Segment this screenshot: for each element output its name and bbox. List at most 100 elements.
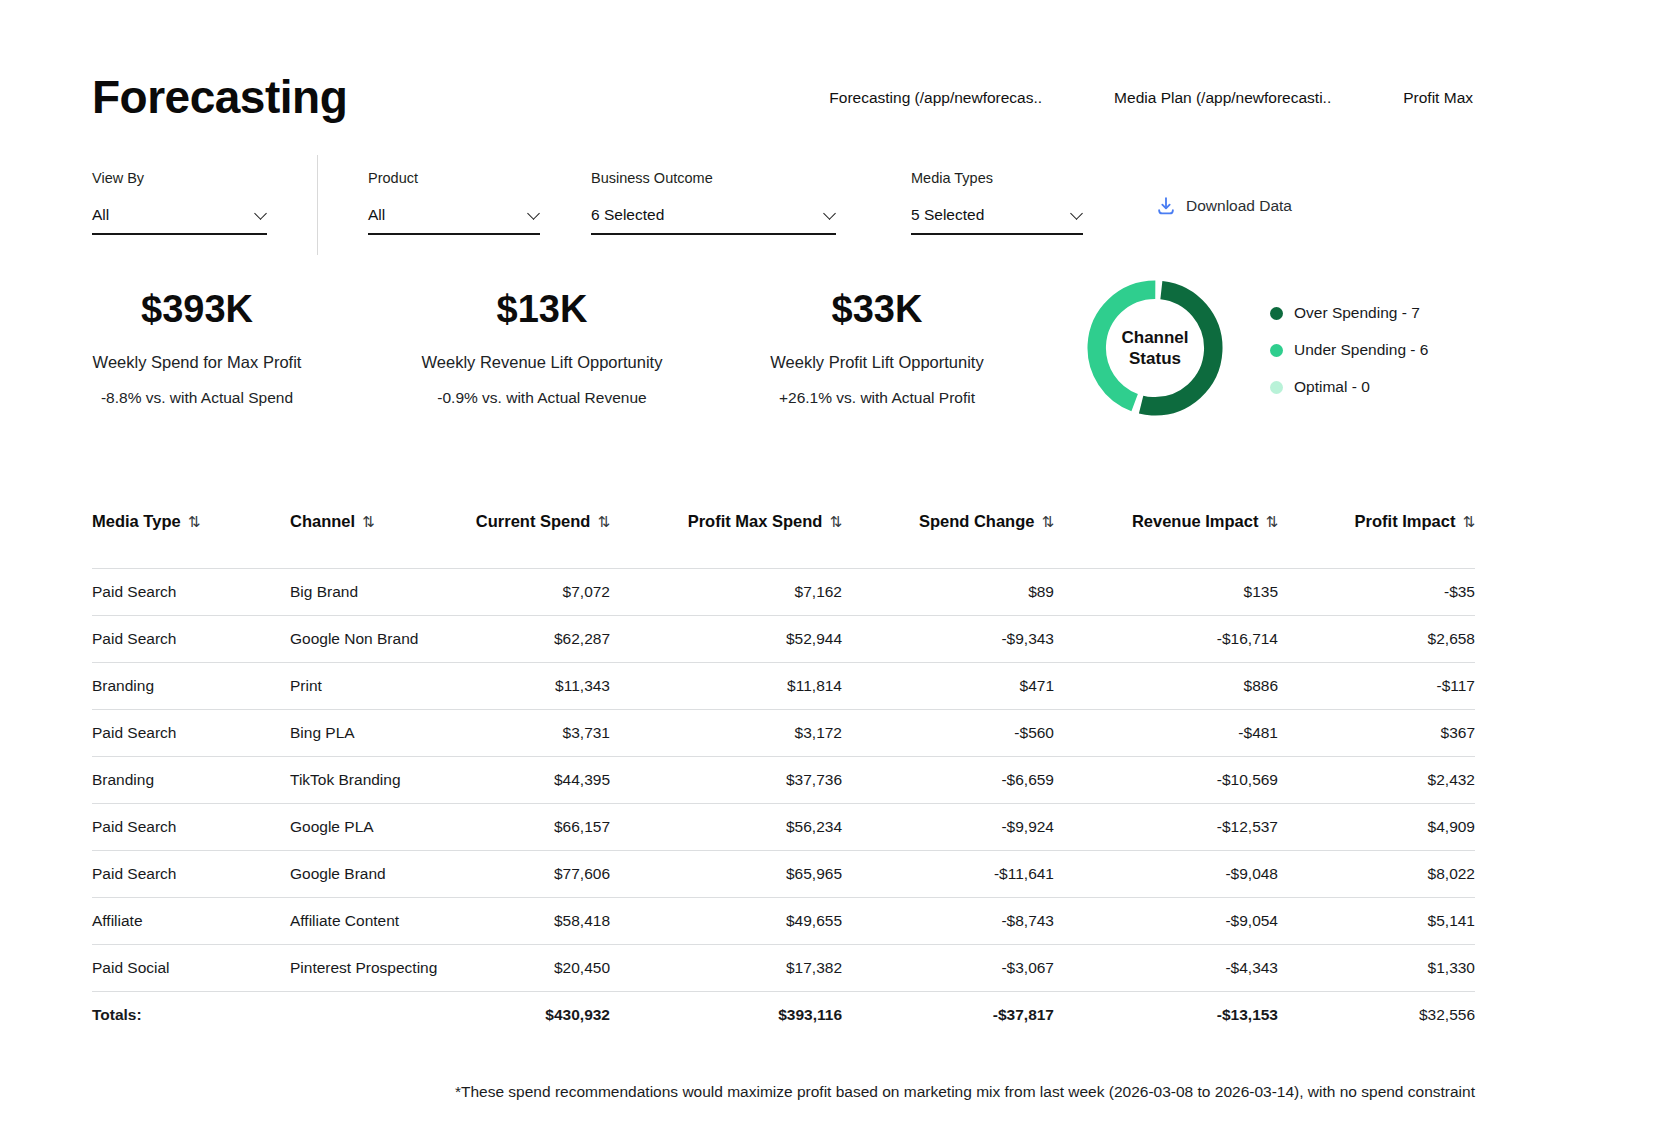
media-types-value: 5 Selected xyxy=(911,206,984,224)
table-cell: $1,330 xyxy=(1278,945,1475,992)
table-cell: Paid Social xyxy=(92,945,290,992)
table-cell: Paid Search xyxy=(92,569,290,616)
table-row: Paid SearchBig Brand$7,072$7,162$89$135-… xyxy=(92,569,1475,616)
totals-row: Totals:$430,932$393,116-$37,817-$13,153$… xyxy=(92,992,1475,1039)
download-data-button[interactable]: Download Data xyxy=(1155,195,1292,217)
table-cell: $37,736 xyxy=(610,757,842,804)
nav-item-forecasting[interactable]: Forecasting (/app/newforecas.. xyxy=(829,89,1042,107)
table-row: Paid SearchGoogle Non Brand$62,287$52,94… xyxy=(92,616,1475,663)
media-types-select[interactable]: 5 Selected xyxy=(911,206,1083,235)
kpi-spend-label: Weekly Spend for Max Profit xyxy=(92,353,302,372)
table-row: AffiliateAffiliate Content$58,418$49,655… xyxy=(92,898,1475,945)
col-header-spend-change[interactable]: Spend Change⇅ xyxy=(842,512,1054,569)
sort-icon: ⇅ xyxy=(362,513,375,530)
filter-product-label: Product xyxy=(368,170,540,186)
kpi-spend: $393K Weekly Spend for Max Profit -8.8% … xyxy=(92,288,302,407)
top-nav: Forecasting (/app/newforecas.. Media Pla… xyxy=(829,89,1473,107)
table-cell: $11,814 xyxy=(610,663,842,710)
kpi-spend-value: $393K xyxy=(92,288,302,331)
table-cell: Print xyxy=(290,663,460,710)
col-header-media-type[interactable]: Media Type⇅ xyxy=(92,512,290,569)
view-by-select[interactable]: All xyxy=(92,206,267,235)
table-cell: Google Non Brand xyxy=(290,616,460,663)
product-select[interactable]: All xyxy=(368,206,540,235)
nav-item-profit-max[interactable]: Profit Max xyxy=(1403,89,1473,107)
table-cell: $44,395 xyxy=(460,757,610,804)
table-cell: Paid Search xyxy=(92,851,290,898)
donut-center-label: Channel Status xyxy=(1087,280,1223,416)
table-cell: -$481 xyxy=(1054,710,1278,757)
totals-cell xyxy=(290,992,460,1039)
table-cell: -$4,343 xyxy=(1054,945,1278,992)
col-header-profit-max-spend[interactable]: Profit Max Spend⇅ xyxy=(610,512,842,569)
table-cell: -$9,054 xyxy=(1054,898,1278,945)
table-header-row: Media Type⇅ Channel⇅ Current Spend⇅ Prof… xyxy=(92,512,1475,569)
download-icon xyxy=(1155,195,1177,217)
filter-product: Product All xyxy=(368,170,540,235)
table-body: Paid SearchBig Brand$7,072$7,162$89$135-… xyxy=(92,569,1475,992)
sort-icon: ⇅ xyxy=(188,513,201,530)
table-cell: Affiliate xyxy=(92,898,290,945)
table-row: Paid SearchBing PLA$3,731$3,172-$560-$48… xyxy=(92,710,1475,757)
table-cell: -$35 xyxy=(1278,569,1475,616)
table-cell: -$11,641 xyxy=(842,851,1054,898)
table-cell: $65,965 xyxy=(610,851,842,898)
table-cell: $886 xyxy=(1054,663,1278,710)
table-cell: $77,606 xyxy=(460,851,610,898)
col-header-profit-impact[interactable]: Profit Impact⇅ xyxy=(1278,512,1475,569)
business-outcome-select[interactable]: 6 Selected xyxy=(591,206,836,235)
table-cell: Paid Search xyxy=(92,710,290,757)
table-cell: -$3,067 xyxy=(842,945,1054,992)
spend-table: Media Type⇅ Channel⇅ Current Spend⇅ Prof… xyxy=(92,512,1475,1039)
table-cell: $17,382 xyxy=(610,945,842,992)
table-cell: $7,162 xyxy=(610,569,842,616)
totals-cell: -$37,817 xyxy=(842,992,1054,1039)
channel-status-legend: Over Spending - 7 Under Spending - 6 Opt… xyxy=(1270,303,1428,414)
filter-business-outcome-label: Business Outcome xyxy=(591,170,836,186)
kpi-revenue-lift: $13K Weekly Revenue Lift Opportunity -0.… xyxy=(397,288,687,407)
table-cell: -$560 xyxy=(842,710,1054,757)
totals-label: Totals: xyxy=(92,992,290,1039)
table-cell: Big Brand xyxy=(290,569,460,616)
kpi-profit-lift: $33K Weekly Profit Lift Opportunity +26.… xyxy=(732,288,1022,407)
table-cell: Branding xyxy=(92,757,290,804)
table-cell: $58,418 xyxy=(460,898,610,945)
table-cell: Bing PLA xyxy=(290,710,460,757)
table-cell: -$9,343 xyxy=(842,616,1054,663)
col-header-channel[interactable]: Channel⇅ xyxy=(290,512,460,569)
totals-cell: $393,116 xyxy=(610,992,842,1039)
table-cell: -$12,537 xyxy=(1054,804,1278,851)
table-row: BrandingTikTok Branding$44,395$37,736-$6… xyxy=(92,757,1475,804)
col-header-current-spend[interactable]: Current Spend⇅ xyxy=(460,512,610,569)
table-cell: $89 xyxy=(842,569,1054,616)
table-cell: -$9,924 xyxy=(842,804,1054,851)
legend-dot xyxy=(1270,344,1283,357)
legend-item-under: Under Spending - 6 xyxy=(1270,340,1428,360)
col-header-revenue-impact[interactable]: Revenue Impact⇅ xyxy=(1054,512,1278,569)
table-row: Paid SocialPinterest Prospecting$20,450$… xyxy=(92,945,1475,992)
chevron-down-icon xyxy=(254,207,267,220)
view-by-value: All xyxy=(92,206,109,224)
table-cell: $5,141 xyxy=(1278,898,1475,945)
totals-cell: -$13,153 xyxy=(1054,992,1278,1039)
sort-icon: ⇅ xyxy=(597,513,610,530)
table-cell: $56,234 xyxy=(610,804,842,851)
table-cell: $20,450 xyxy=(460,945,610,992)
table-cell: -$9,048 xyxy=(1054,851,1278,898)
table-cell: -$10,569 xyxy=(1054,757,1278,804)
table-cell: $367 xyxy=(1278,710,1475,757)
table-cell: Google Brand xyxy=(290,851,460,898)
filter-media-types-label: Media Types xyxy=(911,170,1083,186)
table-cell: $471 xyxy=(842,663,1054,710)
table-cell: TikTok Branding xyxy=(290,757,460,804)
channel-status-chart: Channel Status xyxy=(1087,280,1223,416)
table-cell: $2,432 xyxy=(1278,757,1475,804)
page-title: Forecasting xyxy=(92,70,347,124)
table-row: Paid SearchGoogle PLA$66,157$56,234-$9,9… xyxy=(92,804,1475,851)
table-cell: Paid Search xyxy=(92,616,290,663)
nav-item-media-plan[interactable]: Media Plan (/app/newforecasti.. xyxy=(1114,89,1331,107)
table-cell: Google PLA xyxy=(290,804,460,851)
legend-label: Under Spending - 6 xyxy=(1294,341,1428,359)
table-row: BrandingPrint$11,343$11,814$471$886-$117 xyxy=(92,663,1475,710)
table-cell: Pinterest Prospecting xyxy=(290,945,460,992)
